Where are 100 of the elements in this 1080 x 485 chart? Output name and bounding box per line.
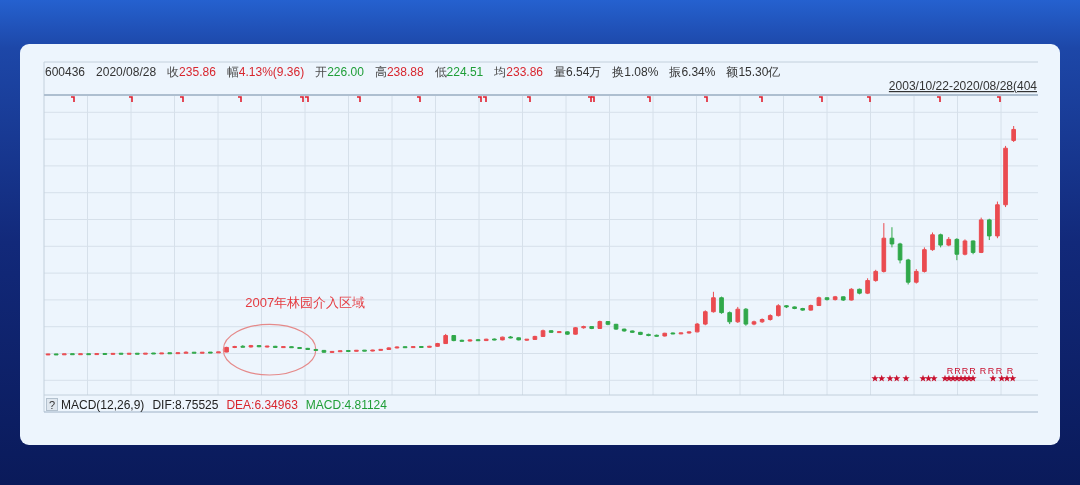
candlestick: [378, 348, 384, 352]
text: 2020/08/28: [96, 65, 157, 79]
candlestick: [532, 335, 538, 341]
candlestick: [102, 352, 108, 355]
candlestick: [208, 351, 213, 354]
candlestick: [1003, 145, 1008, 208]
candlestick: [345, 349, 351, 353]
candlestick: [143, 352, 148, 355]
candlestick: [281, 345, 286, 349]
candlestick: [930, 231, 935, 252]
candlestick: [402, 346, 408, 349]
candlestick: [483, 338, 489, 342]
candlestick: [792, 305, 797, 310]
candlestick: [573, 326, 578, 336]
candlestick: [646, 333, 651, 337]
candlestick: [905, 258, 911, 285]
text: 高238.88: [374, 65, 424, 79]
candlestick: [248, 344, 254, 348]
candlestick: [191, 351, 197, 354]
candlestick: [216, 351, 221, 354]
text: 量6.54万: [554, 65, 602, 79]
candlestick: [224, 346, 229, 353]
text: R: [979, 365, 987, 376]
candlestick: [970, 240, 976, 255]
candlestick: [913, 268, 919, 285]
candlestick: [256, 344, 262, 348]
candlestick: [759, 317, 765, 324]
candlestick: [70, 353, 75, 356]
text: R: [995, 365, 1003, 376]
candlestick: [654, 334, 659, 338]
candlestick: [962, 238, 968, 256]
candlestick: [824, 296, 830, 301]
candlestick: [1011, 125, 1016, 143]
candlestick: [516, 336, 522, 341]
candlestick: [451, 334, 457, 342]
candlestick: [321, 349, 327, 354]
candlestick: [94, 353, 100, 356]
candlestick: [443, 333, 448, 345]
candlestick: [61, 353, 67, 356]
candlestick: [840, 295, 846, 302]
candlestick: [849, 287, 854, 301]
text: 低224.51: [434, 65, 484, 79]
candlestick: [110, 352, 116, 355]
candlestick: [492, 338, 497, 341]
candlestick: [865, 277, 870, 295]
candlestick: [629, 330, 635, 334]
candlestick: [581, 325, 586, 330]
candlestick: [881, 222, 887, 274]
candlestick: [702, 309, 708, 326]
candlestick: [524, 338, 530, 342]
candlestick: [297, 346, 302, 350]
candlestick: [151, 352, 156, 355]
candlestick: [605, 320, 611, 326]
candlestick: [711, 291, 716, 314]
candlestick: [694, 322, 700, 333]
candlestick: [565, 330, 570, 336]
candlestick: [305, 347, 311, 351]
candlestick: [548, 329, 554, 334]
candlestick: [264, 345, 270, 348]
candlestick: [86, 353, 91, 356]
candlestick: [897, 242, 903, 264]
candlestick: [800, 307, 806, 312]
candlestick: [678, 332, 684, 335]
candlestick: [727, 310, 732, 325]
candlestick: [232, 345, 238, 349]
text: DIF:8.75525: [152, 398, 219, 412]
candlestick: [459, 339, 465, 343]
text: MACD(12,26,9): [61, 398, 145, 412]
candlestick: [354, 349, 359, 353]
candlestick: [370, 349, 375, 352]
candlestick: [751, 320, 757, 326]
candlestick: [508, 335, 513, 339]
text: 换1.08%: [612, 65, 659, 79]
text: 开226.00: [315, 65, 365, 79]
candlestick: [475, 338, 481, 342]
candlestick: [329, 350, 335, 354]
candlestick: [556, 330, 562, 334]
candlestick: [272, 345, 278, 349]
candlestick: [938, 233, 943, 248]
candlestick: [362, 349, 367, 352]
candlestick: [167, 352, 173, 355]
candlestick: [53, 353, 59, 356]
candlestick: [126, 352, 132, 355]
candlestick: [735, 306, 741, 324]
candlestick: [670, 332, 676, 335]
candlestick: [776, 303, 781, 318]
candlestick: [597, 320, 603, 330]
text: 幅4.13%(9.36): [226, 65, 305, 79]
candlestick: [686, 330, 692, 334]
text: MACD:4.81124: [305, 398, 388, 412]
candlestick: [337, 349, 343, 353]
candlestick: [386, 346, 392, 351]
text: 600436: [45, 65, 86, 79]
candlestick: [418, 345, 424, 349]
candlestick: [118, 352, 124, 355]
text: R: [1006, 365, 1014, 376]
candlestick: [808, 304, 814, 312]
candlestick: [978, 217, 984, 254]
text: R: [969, 365, 977, 376]
candlestick: [467, 338, 473, 342]
